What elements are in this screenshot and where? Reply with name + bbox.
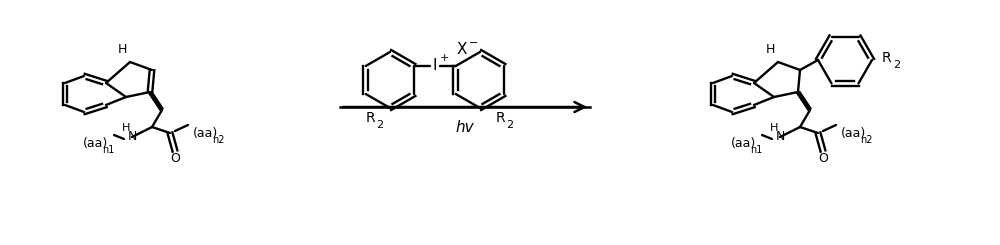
- Text: R: R: [881, 51, 891, 65]
- Text: (aa): (aa): [82, 136, 108, 149]
- Text: 2: 2: [893, 60, 901, 70]
- Text: (aa): (aa): [192, 126, 218, 139]
- Text: n2: n2: [860, 135, 872, 145]
- Text: (aa): (aa): [840, 126, 866, 139]
- Text: H: H: [770, 123, 778, 133]
- Text: H: H: [765, 44, 775, 57]
- Text: H: H: [122, 123, 130, 133]
- Text: n1: n1: [750, 145, 762, 155]
- Text: N: N: [775, 131, 785, 144]
- Text: hv: hv: [456, 120, 474, 135]
- Text: 2: 2: [506, 120, 514, 130]
- Text: −: −: [469, 38, 479, 48]
- Text: 2: 2: [376, 120, 384, 130]
- Text: R: R: [495, 111, 505, 125]
- Text: O: O: [818, 152, 828, 166]
- Text: I: I: [433, 59, 437, 74]
- Text: H: H: [117, 44, 127, 57]
- Text: n2: n2: [212, 135, 224, 145]
- Text: R: R: [365, 111, 375, 125]
- Text: N: N: [127, 131, 137, 144]
- Text: O: O: [170, 152, 180, 166]
- Text: n1: n1: [102, 145, 114, 155]
- Text: +: +: [439, 53, 449, 63]
- Text: X: X: [457, 42, 467, 58]
- Text: (aa): (aa): [730, 136, 756, 149]
